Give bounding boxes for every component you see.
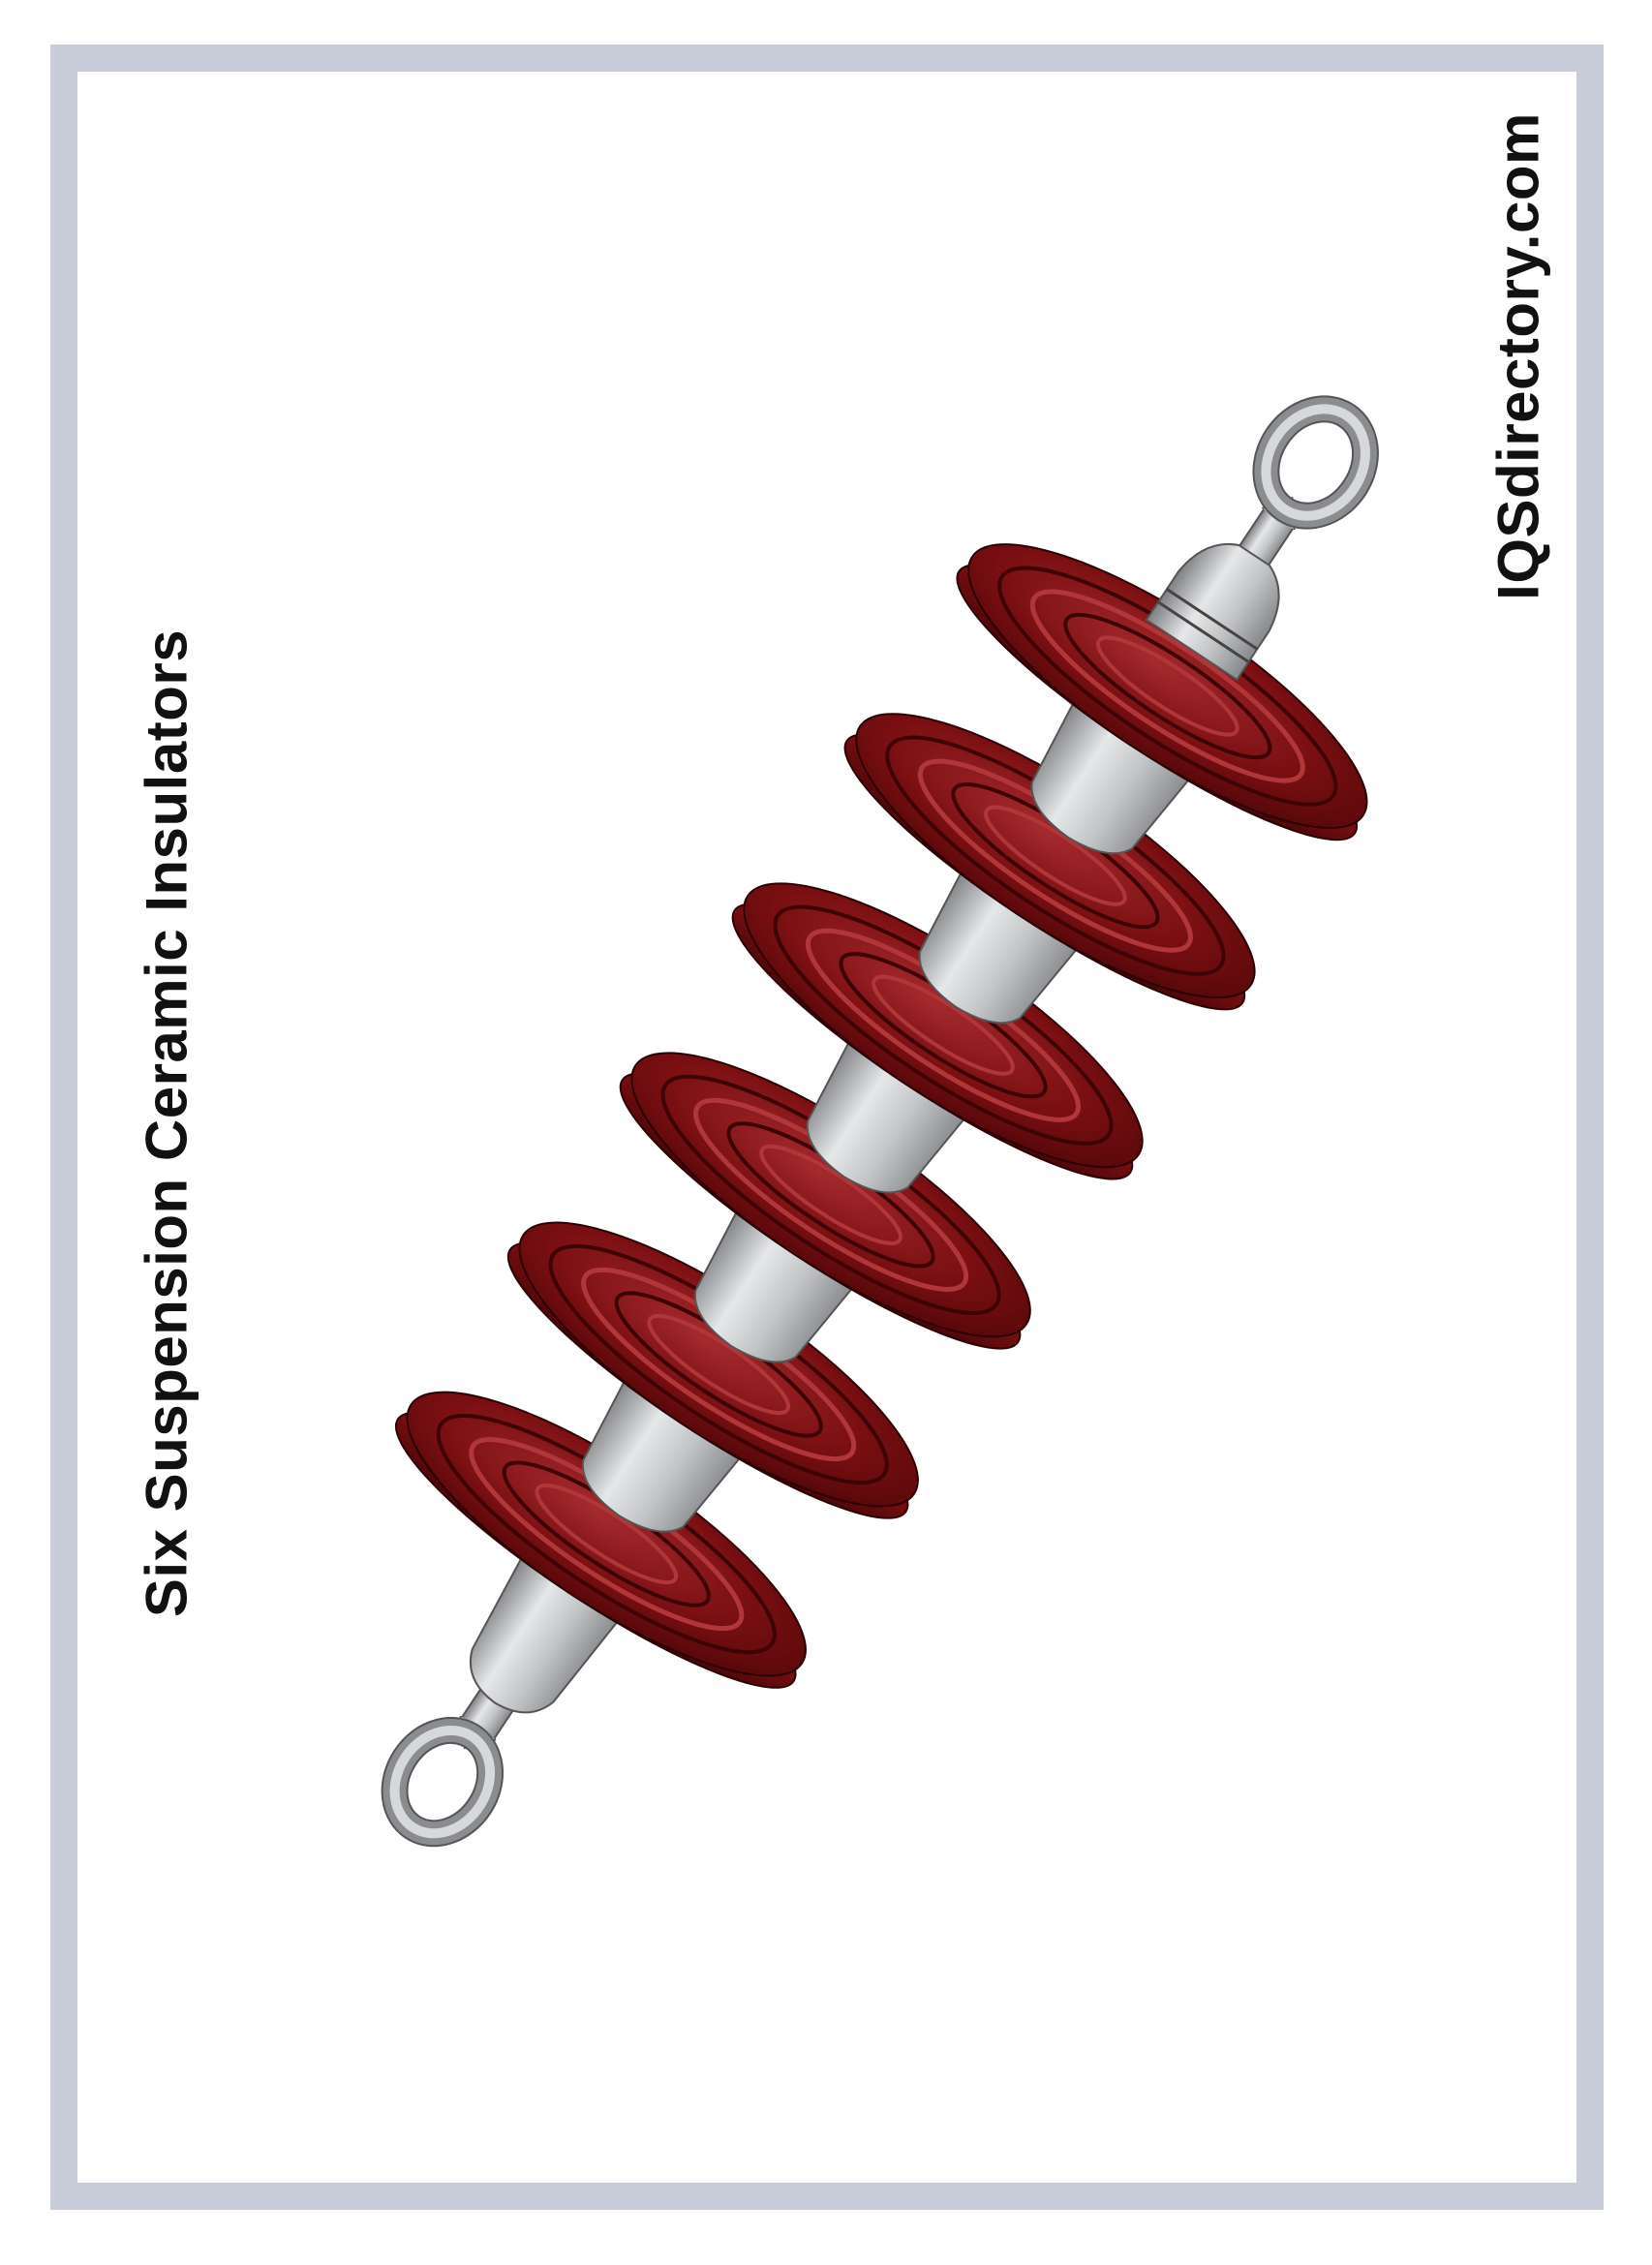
insulator-unit-3	[731, 882, 1144, 1194]
bottom-eye-hook	[381, 1679, 520, 1848]
insulator-assembly	[381, 395, 1379, 1848]
insulator-unit-4	[619, 1052, 1031, 1363]
top-eye-hook	[1238, 395, 1379, 566]
insulator-unit-1	[956, 543, 1368, 855]
insulator-unit-5	[506, 1221, 919, 1533]
